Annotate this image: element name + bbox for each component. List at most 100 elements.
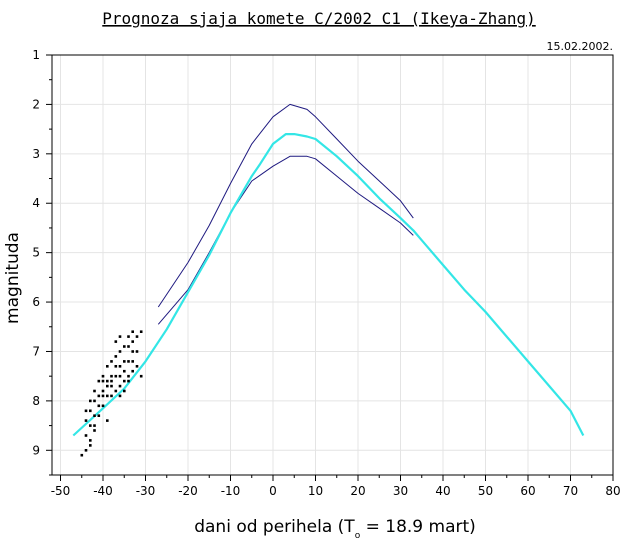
observation-point (106, 419, 109, 422)
x-axis-label-subscript: o (355, 531, 361, 541)
observation-point (89, 444, 92, 447)
grid-lines (52, 54, 614, 475)
observation-point (101, 374, 105, 378)
x-tick-label: -50 (51, 484, 71, 498)
x-tick-label: 70 (563, 484, 578, 498)
observation-point (127, 345, 130, 348)
y-tick-label: 1 (32, 48, 40, 62)
observation-point (93, 399, 96, 403)
x-tick-label: 80 (605, 484, 620, 498)
observation-point (123, 379, 126, 383)
observation-point (89, 424, 92, 427)
x-tick-label: 40 (435, 484, 450, 498)
x-tick-label: 10 (308, 484, 323, 498)
y-tick-label: 5 (32, 246, 40, 260)
observation-point (97, 414, 101, 417)
x-tick-label: 50 (478, 484, 493, 498)
observation-point (118, 394, 122, 398)
observation-point (135, 365, 139, 368)
observation-point (114, 340, 118, 343)
observation-point (110, 360, 113, 363)
observation-point (114, 374, 118, 378)
observation-point (93, 414, 96, 417)
plot-frame (51, 54, 614, 476)
x-tick-label: 60 (520, 484, 535, 498)
observation-point (127, 335, 130, 338)
series-layer (72, 103, 585, 437)
observation-point (123, 389, 126, 393)
observation-point (114, 365, 118, 368)
observation-point (118, 350, 122, 353)
x-axis-label-main: dani od perihela (T (194, 517, 355, 537)
observation-point (97, 394, 101, 398)
observation-point (93, 429, 96, 432)
x-axis-label-rest: = 18.9 mart) (360, 517, 476, 537)
x-axis-label: dani od perihela (To = 18.9 mart) (194, 517, 476, 541)
observation-point (101, 404, 105, 408)
observation-point (110, 379, 113, 383)
observation-point (84, 419, 88, 422)
x-tick-label: -10 (221, 484, 241, 498)
observation-point (114, 389, 118, 393)
observation-point (93, 424, 96, 427)
observation-point (131, 360, 134, 363)
observation-point (135, 350, 139, 353)
y-axis: 1 2 3 4 5 6 7 8 9 (32, 48, 52, 476)
y-tick-label: 6 (32, 295, 40, 309)
forecast-date: 15.02.2002. (547, 40, 613, 53)
x-tick-label: 0 (269, 484, 277, 498)
observation-point (131, 350, 134, 353)
y-tick-label: 7 (32, 344, 40, 358)
x-tick-label: -20 (178, 484, 198, 498)
x-tick-label: -40 (93, 484, 113, 498)
observation-point (114, 355, 118, 358)
observation-point (106, 394, 109, 398)
observation-point (97, 404, 101, 408)
observation-point (93, 389, 96, 393)
y-tick-label: 9 (32, 443, 40, 457)
observation-point (106, 365, 109, 368)
y-tick-label: 3 (32, 147, 40, 161)
observation-point (101, 394, 105, 398)
x-axis: -50 -40 -30 -20 -10 0 10 20 30 40 50 60 70 80 (51, 475, 621, 498)
observation-point (123, 369, 126, 373)
observations-layer (80, 330, 143, 457)
observation-point (131, 369, 134, 373)
x-tick-label: -30 (136, 484, 156, 498)
upper-bound-line (157, 103, 414, 308)
observation-point (118, 335, 122, 338)
x-tick-label: 30 (393, 484, 408, 498)
observation-point (106, 384, 109, 388)
lower-bound-line (157, 155, 414, 325)
observation-point (131, 340, 134, 343)
observation-point (89, 439, 92, 442)
observation-point (89, 399, 92, 403)
y-tick-label: 8 (32, 394, 40, 408)
observation-point (118, 384, 122, 388)
observation-point (89, 409, 92, 413)
observation-point (127, 379, 130, 383)
observation-point (101, 389, 105, 393)
observation-point (123, 360, 126, 363)
observation-point (84, 449, 88, 452)
observation-point (139, 374, 143, 378)
observation-point (127, 360, 130, 363)
observation-point (101, 379, 105, 383)
observation-point (131, 330, 134, 333)
observation-point (127, 374, 130, 378)
prediction-line (72, 133, 585, 437)
observation-point (123, 345, 126, 348)
observation-point (139, 330, 143, 333)
observation-point (80, 453, 84, 457)
y-tick-label: 4 (32, 196, 40, 210)
observation-point (118, 374, 122, 378)
y-tick-label: 2 (32, 97, 40, 111)
observation-point (84, 434, 88, 437)
observation-point (106, 379, 109, 383)
observation-point (110, 394, 113, 398)
y-axis-label: magnituda (3, 232, 23, 324)
observation-point (110, 384, 113, 388)
chart-title: Prognoza sjaja komete C/2002 C1 (Ikeya-Z… (102, 9, 535, 28)
observation-point (118, 365, 122, 368)
